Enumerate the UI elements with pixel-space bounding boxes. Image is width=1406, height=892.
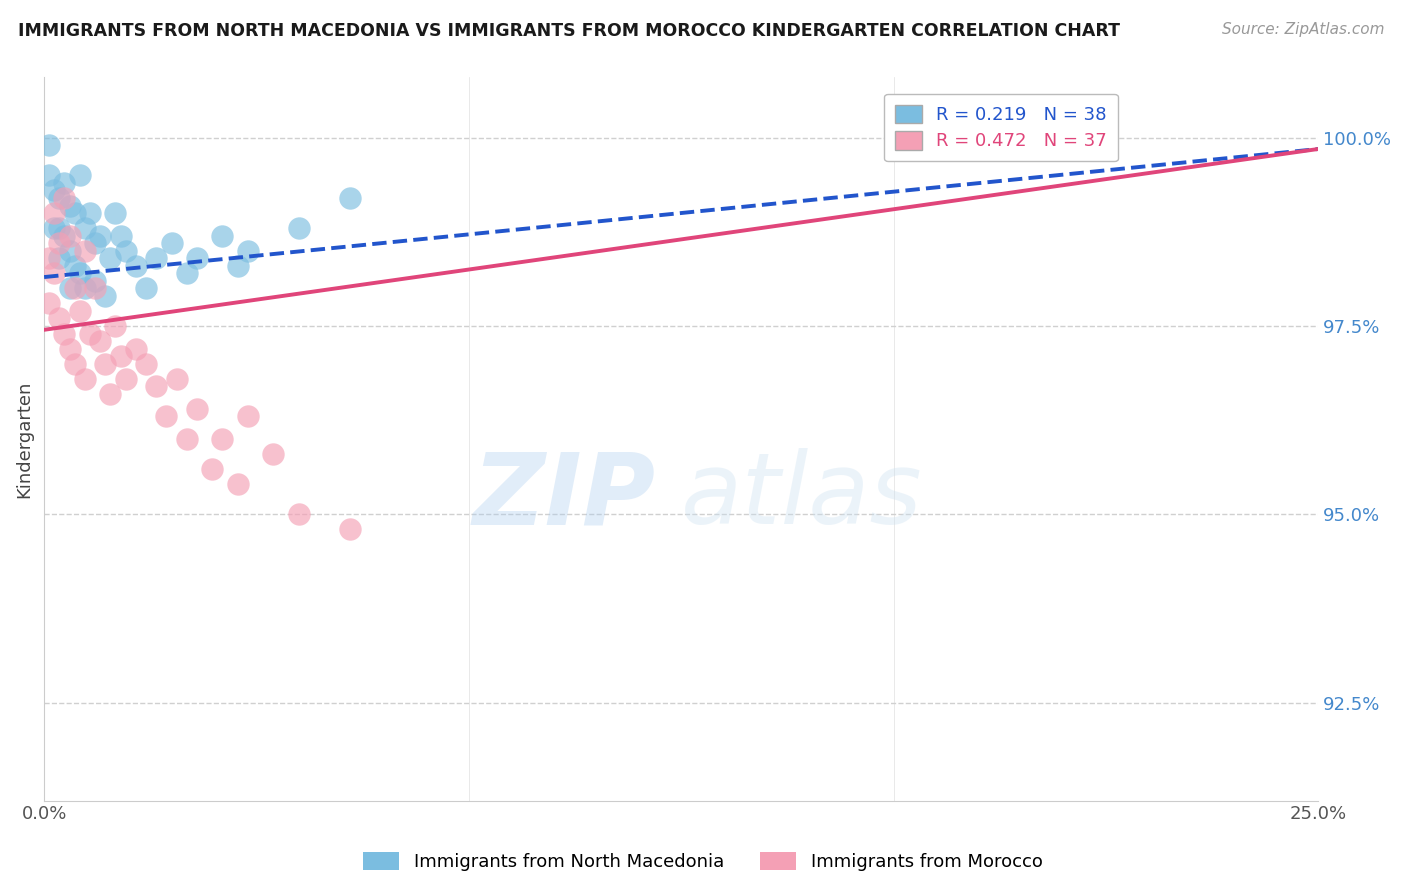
Text: ZIP: ZIP [472,449,655,545]
Point [135,357,157,371]
Point [211,228,233,243]
Point [48,221,70,235]
Point [58,244,80,258]
Point [98,387,121,401]
Point [44,183,66,197]
Point [63,357,86,371]
Text: Source: ZipAtlas.com: Source: ZipAtlas.com [1222,22,1385,37]
Point [63,281,86,295]
Point [104,206,127,220]
Point [89,228,111,243]
Point [211,432,233,446]
Text: IMMIGRANTS FROM NORTH MACEDONIA VS IMMIGRANTS FROM MOROCCO KINDERGARTEN CORRELAT: IMMIGRANTS FROM NORTH MACEDONIA VS IMMIG… [18,22,1121,40]
Point [114,372,136,386]
Point [58,342,80,356]
Point [44,221,66,235]
Point [58,281,80,295]
Point [44,206,66,220]
Point [79,206,101,220]
Legend: Immigrants from North Macedonia, Immigrants from Morocco: Immigrants from North Macedonia, Immigra… [356,845,1050,879]
Point [44,266,66,280]
Legend: R = 0.219   N = 38, R = 0.472   N = 37: R = 0.219 N = 38, R = 0.472 N = 37 [884,94,1118,161]
Point [73,281,96,295]
Point [94,357,117,371]
Point [84,281,107,295]
Point [226,477,249,491]
Point [48,191,70,205]
Point [339,523,361,537]
Point [176,266,198,280]
Point [53,176,76,190]
Point [73,372,96,386]
Point [69,304,91,318]
Point [110,228,132,243]
Point [160,236,183,251]
Point [69,169,91,183]
Point [155,409,177,424]
Point [288,508,311,522]
Point [38,138,60,153]
Point [73,244,96,258]
Point [53,326,76,341]
Point [125,342,148,356]
Point [98,252,121,266]
Point [201,462,224,476]
Point [48,311,70,326]
Point [114,244,136,258]
Point [38,252,60,266]
Point [53,191,76,205]
Point [58,198,80,212]
Point [63,259,86,273]
Point [104,319,127,334]
Point [236,244,259,258]
Point [69,266,91,280]
Point [84,236,107,251]
Point [84,274,107,288]
Point [125,259,148,273]
Point [226,259,249,273]
Point [145,252,167,266]
Y-axis label: Kindergarten: Kindergarten [15,380,32,498]
Point [58,228,80,243]
Text: atlas: atlas [681,449,922,545]
Point [186,252,208,266]
Point [262,447,284,461]
Point [186,401,208,416]
Point [48,236,70,251]
Point [110,349,132,363]
Point [135,281,157,295]
Point [38,169,60,183]
Point [38,296,60,310]
Point [176,432,198,446]
Point [89,334,111,348]
Point [53,228,76,243]
Point [48,252,70,266]
Point [145,379,167,393]
Point [166,372,188,386]
Point [79,326,101,341]
Point [236,409,259,424]
Point [63,206,86,220]
Point [73,221,96,235]
Point [339,191,361,205]
Point [288,221,311,235]
Point [94,289,117,303]
